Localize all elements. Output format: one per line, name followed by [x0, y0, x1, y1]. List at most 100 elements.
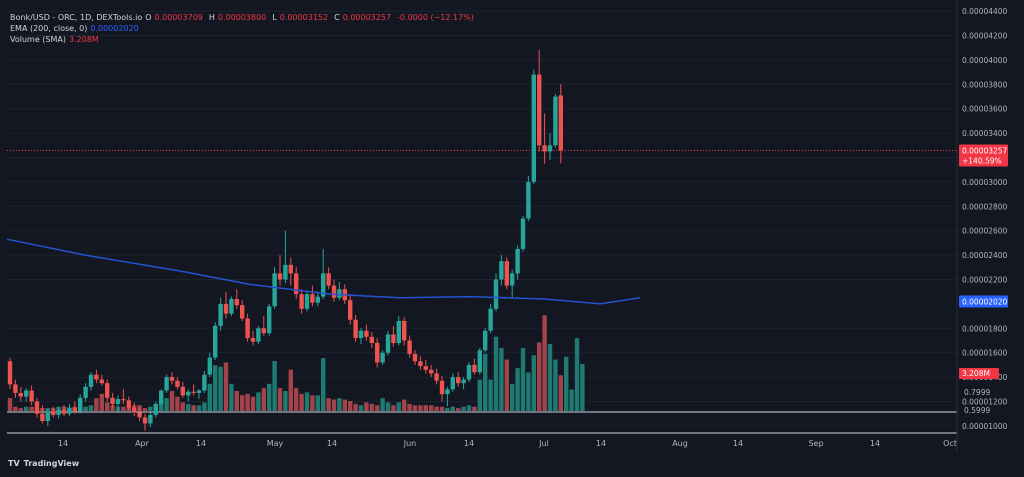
volume-bar — [375, 405, 380, 411]
time-tick-label: 14 — [196, 439, 206, 448]
volume-bar — [326, 398, 331, 411]
volume-bar — [304, 392, 310, 411]
candle-body — [51, 411, 56, 415]
candle-body — [99, 379, 104, 384]
candle-body — [493, 279, 499, 309]
legend-high: 0.00003800 — [217, 13, 267, 22]
time-axis: 14 Apr 14 May 14 Jun 14 Jul 14 Aug 14 Sep 14 Oct — [58, 439, 957, 448]
candle-body — [13, 384, 18, 393]
volume-tick-label: 0.5999 — [964, 406, 990, 415]
candle-body — [531, 74, 536, 182]
candle-body — [250, 338, 256, 342]
candle-body — [439, 380, 445, 395]
price-tick-label: 0.00004400 — [962, 7, 1008, 16]
candle-body — [7, 361, 13, 385]
volume-bar — [110, 405, 115, 411]
time-tick-label: Oct — [943, 439, 957, 448]
candle-body — [105, 383, 110, 398]
volume-bar — [18, 408, 23, 411]
volume-bar — [299, 393, 304, 411]
candle-body — [429, 369, 434, 374]
candle-body — [526, 181, 531, 219]
volume-bar — [250, 396, 256, 411]
candle-body — [472, 364, 477, 373]
volume-bar — [364, 402, 369, 411]
volume-bar — [385, 402, 391, 411]
volume-label: Volume (SMA) — [10, 35, 66, 44]
candle-body — [304, 294, 310, 309]
volume-bar — [196, 405, 202, 411]
volume-bar — [213, 365, 218, 411]
volume-bar — [396, 402, 401, 411]
volume-bar — [218, 366, 223, 411]
candle-body — [164, 377, 169, 391]
price-tick-label: 0.00004000 — [962, 56, 1008, 65]
candle-body — [407, 340, 412, 354]
ema-badge-value: 0.00002020 — [962, 297, 1008, 306]
last-price-change: +140.59% — [962, 157, 1002, 166]
volume-bar — [472, 406, 477, 411]
candle-body — [380, 352, 385, 363]
candle-body — [213, 325, 218, 358]
candle-body — [148, 414, 153, 424]
volume-bar — [294, 388, 299, 411]
legend-symbol: Bonk/USD - ORC, 1D, DEXTools.io — [10, 13, 143, 22]
volume-bar — [191, 405, 196, 411]
candle-body — [283, 264, 288, 280]
candle-body — [180, 386, 185, 396]
candle-body — [40, 413, 45, 422]
volume-bar — [283, 391, 288, 411]
candle-body — [445, 389, 450, 395]
candle-body — [142, 417, 148, 424]
candle-body — [294, 273, 299, 295]
price-tick-label: 0.00003800 — [962, 80, 1008, 89]
candle-body — [34, 401, 40, 414]
candle-body — [385, 334, 391, 353]
volume-bar — [337, 398, 342, 411]
candle-body — [261, 328, 266, 334]
ema-value: 0.00002020 — [90, 24, 139, 33]
ema-badge — [959, 295, 1008, 308]
candle-body — [488, 308, 493, 331]
candle-body — [186, 391, 191, 396]
candle-body — [256, 328, 261, 342]
volume-bar — [234, 391, 239, 411]
volume-bar — [391, 405, 396, 411]
candlestick-chart[interactable]: 0.00004400 0.00004200 0.00004000 0.00003800… — [0, 0, 1024, 452]
candle-body — [229, 299, 234, 314]
candle-body — [326, 273, 331, 286]
volume-bar — [83, 406, 88, 411]
time-tick-label: 14 — [596, 439, 606, 448]
candle-body — [558, 95, 563, 151]
candle-body — [18, 392, 23, 397]
candle-body — [310, 294, 315, 303]
candle-body — [364, 330, 369, 337]
candle-body — [315, 296, 320, 303]
candle-body — [88, 374, 94, 387]
time-tick-label: 14 — [464, 439, 474, 448]
volume-bar — [466, 405, 472, 411]
volume-bar — [580, 363, 585, 411]
candle-body — [45, 411, 50, 422]
candle-body — [331, 285, 337, 298]
volume-bar — [245, 393, 250, 411]
volume-bar — [342, 399, 347, 411]
ema-label: EMA (200, close, 0) — [10, 24, 88, 33]
volume-bar — [229, 383, 234, 411]
tradingview-logo[interactable]: TV TradingView — [8, 459, 79, 468]
candle-body — [504, 261, 509, 286]
candle-body — [83, 386, 88, 398]
candle-body — [78, 397, 83, 412]
candle-body — [24, 390, 29, 397]
candle-body — [207, 357, 212, 375]
candle-body — [358, 330, 364, 339]
candle-body — [202, 374, 207, 391]
time-tick-label: 14 — [870, 439, 880, 448]
volume-bar — [439, 406, 445, 411]
candle-body — [223, 303, 229, 314]
candle-body — [245, 318, 250, 339]
volume-bar — [531, 355, 536, 411]
volume-bar — [180, 402, 185, 411]
brand-name: TradingView — [23, 459, 80, 468]
